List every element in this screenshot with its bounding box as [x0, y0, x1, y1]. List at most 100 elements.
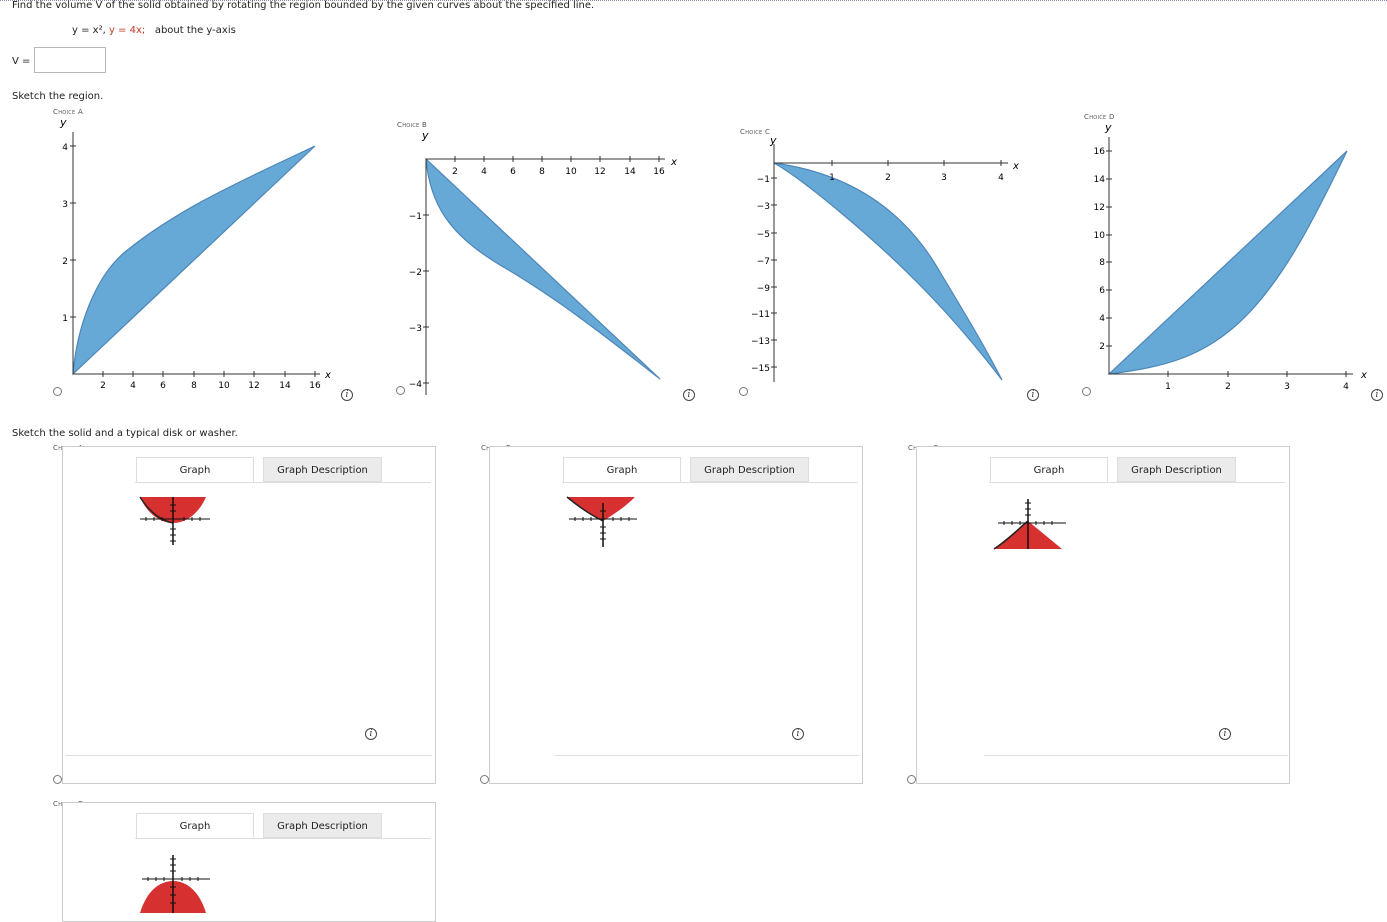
region-b-y-tick: −4: [409, 380, 423, 390]
region-b-x-tick: 8: [539, 167, 545, 177]
solid-a-tab-description[interactable]: Graph Description: [263, 457, 382, 482]
solid-b-tab-graph[interactable]: Graph: [563, 457, 681, 482]
solid-panel-c: Graph Graph Description i: [916, 446, 1290, 784]
region-c-x-label: x: [1012, 161, 1019, 172]
region-b-x-label: x: [670, 157, 677, 168]
solid-choice-b-radio[interactable]: [480, 775, 489, 784]
solid-panel-a: Graph Graph Description i: [62, 446, 436, 784]
region-b-x-tick: 12: [594, 167, 605, 177]
region-a-y-tick: 4: [62, 143, 68, 153]
solid-choice-a-radio[interactable]: [53, 775, 62, 784]
solid-c-tab-description[interactable]: Graph Description: [1117, 457, 1236, 482]
region-a-y-label: y: [59, 116, 67, 129]
sketch-region-label: Sketch the region.: [12, 91, 104, 102]
region-choice-b-label: Choice B: [397, 121, 428, 129]
solid-c-info-icon[interactable]: i: [1219, 728, 1231, 740]
region-c-y-tick: −7: [757, 257, 770, 267]
region-choice-d-info-icon[interactable]: i: [1371, 389, 1383, 401]
region-d-shape: [1107, 150, 1348, 375]
region-c-x-tick: 3: [941, 173, 947, 183]
region-c-y-tick: −5: [757, 230, 770, 240]
region-a-x-tick: 8: [191, 381, 197, 391]
region-choice-b-info-icon[interactable]: i: [683, 389, 695, 401]
solid-b-shape: [567, 497, 635, 521]
volume-input[interactable]: [34, 47, 106, 73]
region-chart-c: y x 1 2 3 4 −1 −3 −5 −7 −9 −11 −13 −15: [751, 134, 1019, 382]
region-a-x-tick: 4: [130, 381, 136, 391]
equation-parabola: y = x²,: [72, 25, 109, 36]
region-chart-b: y x 2 4 6 8 10 12 14 16 −1 −2 −3 −4: [409, 129, 677, 395]
solid-c-graph: [993, 499, 1066, 550]
region-a-y-tick: 3: [62, 200, 68, 210]
region-d-y-label: y: [1104, 121, 1112, 134]
region-c-y-tick: −11: [751, 310, 770, 320]
solid-b-graph: [566, 496, 637, 547]
region-d-x-label: x: [1360, 370, 1367, 381]
region-d-y-tick: 12: [1094, 203, 1105, 213]
solid-choice-c-radio[interactable]: [907, 775, 916, 784]
solid-a-graph: [139, 496, 210, 545]
region-b-x-tick: 14: [624, 167, 636, 177]
region-b-x-tick: 2: [452, 167, 458, 177]
region-c-y-label: y: [769, 134, 777, 147]
solid-panel-b: Graph Graph Description i: [489, 446, 863, 784]
region-d-y-tick: 4: [1099, 314, 1105, 324]
region-chart-d: y x 1 2 3 4 2 4 6 8 10 12 14 16: [1094, 121, 1367, 392]
region-choice-c-label: Choice C: [740, 128, 771, 136]
solid-panel-d: Graph Graph Description: [62, 802, 436, 922]
region-a-y-tick: 2: [62, 257, 68, 267]
region-d-y-tick: 6: [1099, 286, 1105, 296]
region-choice-a-label: Choice A: [53, 108, 84, 116]
region-a-x-tick: 2: [100, 381, 106, 391]
region-a-x-tick: 6: [160, 381, 166, 391]
equations: y = x², y = 4x; about the y-axis: [72, 25, 236, 36]
top-border: [0, 0, 1387, 1]
region-d-y-tick: 14: [1094, 175, 1106, 185]
region-c-y-tick: −3: [757, 202, 770, 212]
region-b-x-tick: 4: [481, 167, 487, 177]
region-d-x-tick: 4: [1343, 382, 1349, 392]
volume-label: V =: [12, 56, 31, 67]
region-d-y-tick: 8: [1099, 258, 1105, 268]
region-d-y-tick: 16: [1094, 147, 1106, 157]
solid-c-tab-graph[interactable]: Graph: [990, 457, 1108, 482]
region-chart-a: y x 2 4 6 8 10 12 14 16 1 2 3 4: [59, 116, 331, 391]
region-c-x-tick: 1: [829, 173, 835, 183]
region-d-y-tick: 2: [1099, 342, 1105, 352]
region-choice-b-radio[interactable]: [396, 386, 405, 395]
region-choice-a-radio[interactable]: [53, 387, 62, 396]
region-c-x-tick: 4: [998, 173, 1004, 183]
sketch-solid-label: Sketch the solid and a typical disk or w…: [12, 428, 238, 439]
region-c-y-tick: −15: [751, 364, 770, 374]
region-d-y-tick: 10: [1094, 231, 1106, 241]
region-d-x-tick: 2: [1225, 382, 1231, 392]
region-choice-c-info-icon[interactable]: i: [1027, 389, 1039, 401]
solid-b-tab-description[interactable]: Graph Description: [690, 457, 809, 482]
region-c-y-tick: −13: [751, 337, 770, 347]
region-d-x-tick: 1: [1165, 382, 1171, 392]
solid-b-info-icon[interactable]: i: [792, 728, 804, 740]
solid-d-tab-graph[interactable]: Graph: [136, 813, 254, 838]
solid-a-tab-graph[interactable]: Graph: [136, 457, 254, 482]
region-choice-d-radio[interactable]: [1082, 387, 1091, 396]
region-a-x-tick: 14: [279, 381, 291, 391]
region-b-shape: [425, 157, 661, 380]
region-d-x-tick: 3: [1284, 382, 1290, 392]
region-a-x-tick: 10: [218, 381, 230, 391]
region-a-x-tick: 12: [248, 381, 259, 391]
region-a-shape: [72, 145, 316, 376]
region-b-x-tick: 6: [510, 167, 516, 177]
region-b-y-label: y: [421, 129, 429, 142]
region-c-y-tick: −9: [757, 284, 771, 294]
region-b-x-tick: 16: [653, 167, 665, 177]
region-c-shape: [773, 162, 1003, 381]
region-choice-a-info-icon[interactable]: i: [341, 389, 353, 401]
region-b-y-tick: −2: [409, 268, 422, 278]
region-choice-c-radio[interactable]: [739, 387, 748, 396]
region-b-y-tick: −1: [409, 212, 422, 222]
solid-a-info-icon[interactable]: i: [365, 728, 377, 740]
region-a-x-label: x: [324, 370, 331, 381]
region-b-y-tick: −3: [409, 324, 422, 334]
solid-d-tab-description[interactable]: Graph Description: [263, 813, 382, 838]
question-text: Find the volume V of the solid obtained …: [12, 0, 595, 11]
